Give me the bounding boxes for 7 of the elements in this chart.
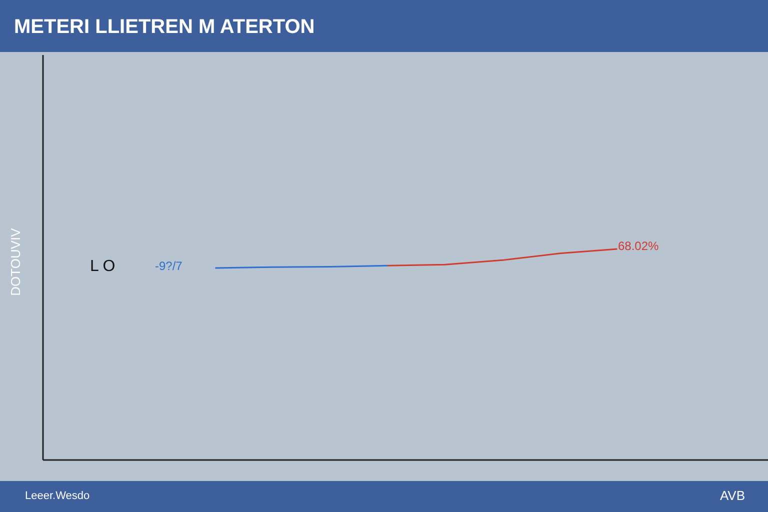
annotation: -9?/7 xyxy=(155,259,183,273)
chart-title: METERI LLIETREN M ATERTON xyxy=(14,16,315,38)
y-axis-title: DOTOUVIV xyxy=(8,228,23,296)
text: Leeer.Wesdo xyxy=(25,490,90,502)
annotation: L O xyxy=(90,258,116,275)
annotation: 68.02% xyxy=(618,239,660,253)
text: AVB xyxy=(720,488,745,503)
